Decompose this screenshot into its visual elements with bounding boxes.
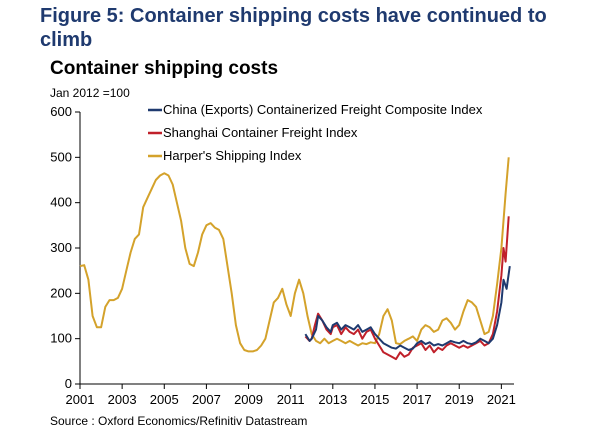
legend-label: China (Exports) Containerized Freight Co…	[163, 102, 483, 117]
series-line	[304, 216, 510, 361]
x-tick-label: 2017	[403, 392, 432, 407]
x-tick-label: 2011	[277, 392, 305, 407]
x-tick-label: 2005	[150, 392, 179, 407]
x-tick-label: 2001	[66, 392, 95, 407]
x-tick-label: 2013	[318, 392, 347, 407]
y-tick-label: 400	[50, 195, 72, 210]
chart-title: Container shipping costs	[50, 58, 279, 79]
axes: 0 100 200 300 400 500 600 2001 2003 2005 2007 2009 2…	[50, 104, 516, 407]
y-tick-label: 600	[50, 104, 72, 119]
x-tick-label: 2003	[108, 392, 137, 407]
legend-label: Shanghai Container Freight Index	[163, 125, 358, 140]
legend-label: Harper's Shipping Index	[163, 148, 302, 163]
series-line	[304, 265, 511, 351]
x-tick-label: 2009	[234, 392, 263, 407]
x-tick-label: 2021	[487, 392, 516, 407]
x-tick-label: 2007	[192, 392, 221, 407]
y-tick-label: 300	[50, 240, 72, 255]
figure-title: Figure 5: Container shipping costs have …	[40, 5, 547, 51]
y-tick-label: 100	[50, 331, 72, 346]
y-tick-label: 200	[50, 285, 72, 300]
x-tick-label: 2015	[360, 392, 389, 407]
series-line	[79, 157, 510, 353]
y-tick-label: 0	[65, 376, 72, 391]
series-lines	[79, 157, 511, 361]
legend: China (Exports) Containerized Freight Co…	[148, 102, 483, 163]
source-note: Source : Oxford Economics/Refinitiv Data…	[50, 414, 308, 428]
y-axis-unit-label: Jan 2012 =100	[50, 86, 130, 100]
y-tick-label: 500	[50, 149, 72, 164]
x-tick-label: 2019	[445, 392, 474, 407]
